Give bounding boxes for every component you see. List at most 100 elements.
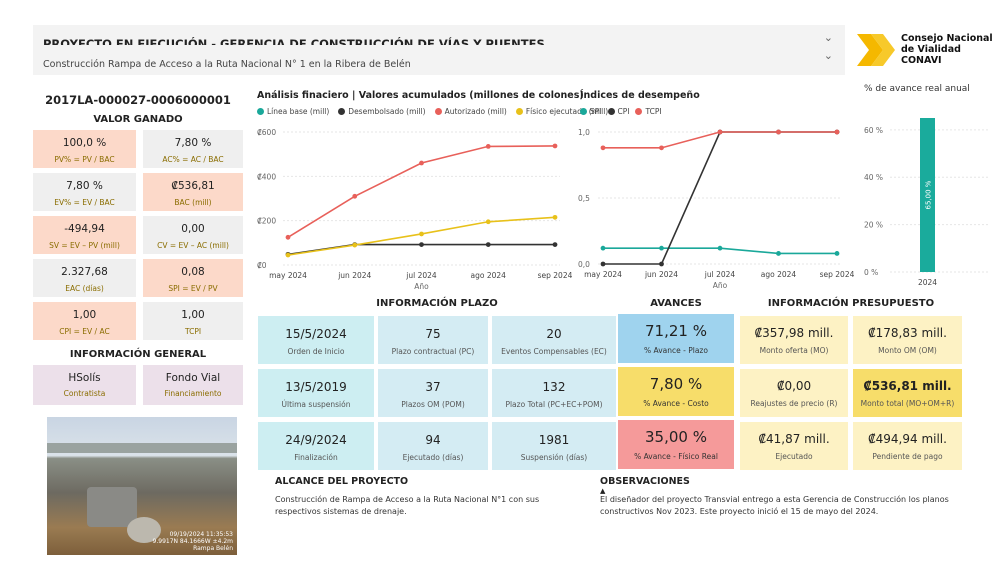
legend-item: TCPI [635, 107, 662, 116]
presupuesto-title: INFORMACIÓN PRESUPUESTO [767, 298, 935, 309]
photo-caption-3: Rampa Belén [193, 545, 233, 552]
legend-item: CPI [607, 107, 629, 116]
plazo-card: 75 Plazo contractual (PC) [378, 316, 488, 364]
y-tick-label: ₡400 [257, 172, 276, 181]
financial-chart-legend: Línea base (mill) Desembolsado (mill) Au… [257, 107, 608, 116]
valor-ganado-card-label: PV% = PV / BAC [54, 155, 115, 164]
data-point [717, 245, 723, 251]
x-tick-label: sep 2024 [820, 270, 855, 279]
legend-item: Autorizado (mill) [434, 107, 507, 116]
avance-card-label: % Avance - Plazo [644, 346, 708, 355]
data-point [352, 242, 358, 248]
plazo-card-label: Eventos Compensables (EC) [501, 347, 607, 356]
data-point [600, 145, 606, 151]
y-tick-label: ₡600 [257, 128, 276, 137]
valor-ganado-card-label: CV = EV – AC (mill) [157, 241, 229, 250]
y-tick-label: 40 % [864, 173, 883, 182]
legend-dot-icon [607, 108, 615, 115]
avance-card: 7,80 % % Avance - Costo [618, 367, 734, 416]
legend-dot-icon [338, 108, 346, 115]
plazo-card-label: Finalización [294, 453, 338, 462]
data-point [552, 242, 558, 248]
logo-line-2: de Vialidad [901, 44, 961, 55]
plazo-card: 132 Plazo Total (PC+EC+POM) [492, 369, 616, 417]
plazo-card-label: Ejecutado (días) [402, 453, 464, 462]
presupuesto-card: ₡41,87 mill. Ejecutado [740, 422, 848, 470]
y-tick-label: 20 % [864, 221, 883, 230]
legend-label: TCPI [645, 107, 662, 116]
x-axis-title: Año [713, 281, 728, 290]
valor-ganado-card-label: SV = EV – PV (mill) [49, 241, 120, 250]
contratista-value: HSolís [68, 372, 101, 384]
presupuesto-card-label: Pendiente de pago [872, 452, 943, 461]
legend-dot-icon [515, 108, 523, 115]
avance-card-label: % Avance - Costo [643, 399, 709, 408]
data-point [419, 231, 424, 237]
valor-ganado-card-label: EV% = EV / BAC [54, 198, 115, 207]
contratista-card: HSolís Contratista [33, 365, 136, 405]
data-point [285, 234, 291, 240]
y-tick-label: 1,0 [578, 128, 590, 137]
contract-code: 2017LA-000027-0006000001 [45, 93, 231, 107]
project-name: Construcción Rampa de Acceso a la Ruta N… [43, 59, 411, 70]
x-tick-label: sep 2024 [538, 271, 573, 280]
valor-ganado-card: 7,80 % AC% = AC / BAC [143, 130, 243, 168]
legend-label: SPI [590, 107, 602, 116]
presupuesto-card-value: ₡0,00 [776, 379, 812, 393]
avance-card: 71,21 % % Avance - Plazo [618, 314, 734, 363]
legend-label: Físico ejecutado (mill) [525, 107, 609, 116]
plazo-card: 1981 Suspensión (días) [492, 422, 616, 470]
chevron-down-icon[interactable]: ⌄ [823, 49, 833, 62]
sort-caret-icon[interactable]: ▲ [600, 487, 606, 495]
valor-ganado-card: 7,80 % EV% = EV / BAC [33, 173, 136, 211]
alcance-title: ALCANCE DEL PROYECTO [275, 476, 409, 487]
y-tick-label: ₡200 [257, 217, 276, 226]
financiamiento-label: Financiamiento [164, 389, 222, 398]
y-tick-label: 0 % [864, 268, 878, 277]
valor-ganado-card: 0,08 SPI = EV / PV [143, 259, 243, 297]
presupuesto-card-label: Reajustes de precio (R) [750, 399, 838, 408]
project-slicer[interactable]: Construcción Rampa de Acceso a la Ruta N… [33, 45, 845, 75]
legend-label: Línea base (mill) [267, 107, 330, 116]
plazo-card-value: 1981 [538, 433, 570, 447]
y-tick-label: 0,5 [578, 194, 590, 203]
conavi-logo: Consejo Nacional de Vialidad CONAVI [855, 30, 995, 72]
presupuesto-card: ₡494,94 mill. Pendiente de pago [853, 422, 962, 470]
observaciones-title: OBSERVACIONES [600, 476, 690, 487]
legend-label: Desembolsado (mill) [348, 107, 426, 116]
chevron-down-icon[interactable]: ⌄ [823, 31, 833, 44]
presupuesto-card-value: ₡41,87 mill. [758, 432, 830, 446]
presupuesto-card-value: ₡494,94 mill. [868, 432, 947, 446]
valor-ganado-card-value: ₡536,81 [171, 180, 215, 192]
y-tick-label: ₡0 [257, 261, 267, 270]
valor-ganado-card-label: TCPI [184, 327, 202, 336]
plazo-card-value: 20 [546, 327, 562, 341]
data-point [552, 143, 558, 149]
data-point [485, 144, 491, 149]
valor-ganado-card: 2.327,68 EAC (días) [33, 259, 136, 297]
legend-item: Línea base (mill) [257, 107, 329, 116]
valor-ganado-card: 100,0 % PV% = PV / BAC [33, 130, 136, 168]
x-tick-label: ago 2024 [471, 271, 507, 280]
data-point [834, 129, 840, 135]
valor-ganado-card-label: SPI = EV / PV [168, 284, 218, 293]
data-point [600, 261, 606, 267]
presupuesto-card-label: Ejecutado [775, 452, 813, 461]
data-point [834, 251, 840, 256]
contratista-label: Contratista [63, 389, 106, 398]
avances-title: AVANCES [650, 298, 702, 309]
plazo-card-value: 94 [425, 433, 441, 447]
legend-dot-icon [257, 108, 264, 115]
data-point [776, 251, 781, 256]
indices-chart-title: Índices de desempeño [580, 90, 700, 101]
plazo-card: 37 Plazos OM (POM) [378, 369, 488, 417]
plazo-card-label: Orden de Inicio [287, 347, 345, 356]
presupuesto-card: ₡0,00 Reajustes de precio (R) [740, 369, 848, 417]
valor-ganado-card-label: EAC (días) [65, 284, 104, 293]
presupuesto-card-value: ₡357,98 mill. [754, 326, 834, 340]
legend-dot-icon [434, 108, 442, 115]
plazo-card: 15/5/2024 Orden de Inicio [258, 316, 374, 364]
legend-item: SPI [580, 107, 602, 116]
plazo-card-label: Plazos OM (POM) [401, 400, 465, 409]
